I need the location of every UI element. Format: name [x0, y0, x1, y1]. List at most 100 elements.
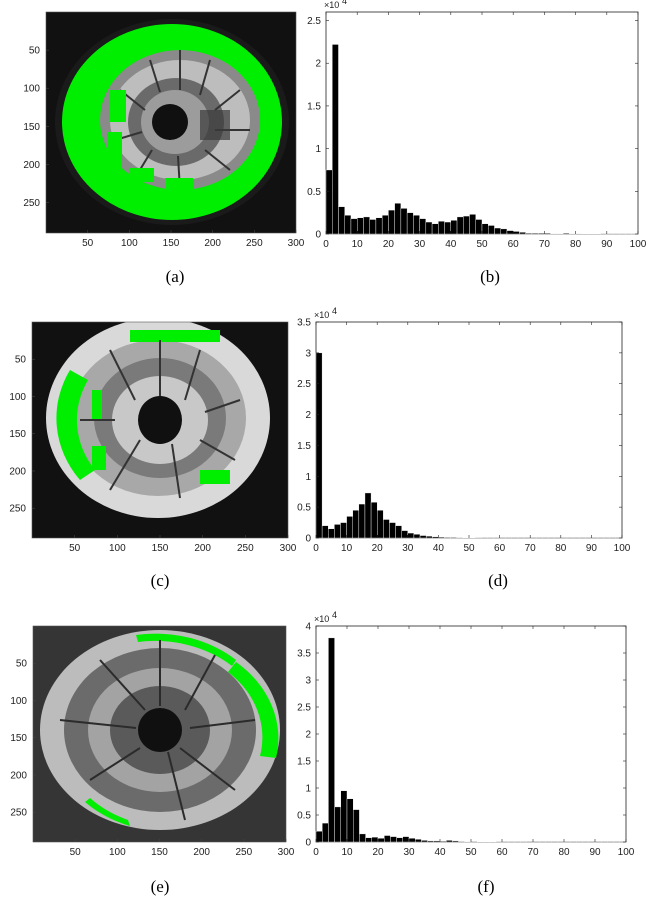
histogram-caption: (f) [478, 877, 495, 896]
histogram-bar [415, 839, 422, 843]
image-panel-a [45, 11, 297, 234]
histogram-bar [328, 637, 335, 843]
histogram-bar [395, 525, 402, 539]
image-x-tick-label: 200 [193, 847, 210, 858]
highlight-arc-right [228, 662, 279, 758]
hist-y-tick-label: 1.5 [297, 757, 311, 768]
hist-y-tick-label: 0 [315, 230, 321, 241]
histogram-bar [407, 532, 415, 539]
histogram-bar [346, 798, 354, 843]
histogram-bar [346, 516, 353, 539]
hist-y-tick-label: 3 [305, 676, 311, 687]
histogram-bar [444, 221, 451, 235]
image-y-tick-label: 100 [10, 696, 27, 707]
hist-x-tick-label: 10 [352, 239, 364, 250]
histogram-bar [444, 537, 451, 539]
histogram-bar [456, 216, 464, 235]
hist-x-tick-label: 50 [476, 239, 488, 250]
image-x-tick-label: 300 [288, 238, 305, 249]
hist-y-tick-label: 0 [305, 534, 311, 545]
hist-x-tick-label: 70 [539, 239, 551, 250]
image-x-tick-label: 100 [121, 238, 138, 249]
histogram-bar [371, 836, 379, 843]
histogram-bar [358, 503, 366, 539]
hist-y-tick-label: 2 [305, 410, 311, 421]
histogram-bar [439, 840, 447, 843]
hist-y-tick-label: 3.5 [297, 318, 311, 329]
histogram-bar [365, 837, 373, 843]
histogram-bar [344, 215, 352, 235]
histogram-bar [481, 223, 489, 235]
hist-y-tick-label: 2.5 [307, 16, 321, 27]
histogram-bar [338, 206, 345, 235]
histogram-bar [494, 227, 501, 235]
hist-x-tick-label: 20 [372, 543, 384, 554]
image-panel-c [31, 321, 289, 539]
hist-x-tick-label: 10 [341, 543, 353, 554]
histogram-bar [413, 215, 420, 235]
image-x-tick-label: 250 [237, 543, 254, 554]
histogram-bar [357, 217, 364, 235]
hist-x-tick-label: 0 [313, 847, 319, 858]
hist-y-tick-label: 2 [305, 730, 311, 741]
histogram-bar [315, 831, 323, 843]
histogram-bar [433, 840, 441, 843]
histogram-bar [506, 230, 514, 235]
histogram-bar [537, 232, 545, 235]
histogram-bar [525, 232, 533, 235]
hist-x-tick-label: 70 [525, 543, 537, 554]
hist-y-tick-label: 2 [315, 59, 321, 70]
histogram-bar [475, 219, 483, 235]
hist-x-tick-label: 100 [618, 847, 635, 858]
hist-x-tick-label: 40 [433, 543, 445, 554]
image-x-tick-label: 50 [70, 847, 82, 858]
hist-y-tick-label: 0.5 [307, 187, 321, 198]
image-x-tick-label: 100 [109, 543, 126, 554]
hist-x-tick-label: 90 [589, 847, 601, 858]
histogram-bar [427, 840, 435, 843]
hist-x-tick-label: 30 [414, 239, 426, 250]
image-x-tick-label: 300 [280, 543, 297, 554]
image-caption: (a) [166, 267, 185, 286]
histogram-bar [334, 524, 341, 539]
image-x-tick-label: 250 [246, 238, 263, 249]
histogram-b: 0 10 20 30 40 50 60 70 80 90 100 0 0.5 1 1.5 2 2.5×10 4 (b… [307, 0, 647, 286]
histogram-bar [406, 212, 414, 235]
image-panel-e [32, 625, 287, 843]
histogram-bar [384, 835, 391, 843]
histogram-bar [340, 522, 347, 539]
hist-x-tick-label: 100 [614, 543, 631, 554]
hist-multiplier: ×10 [314, 614, 329, 624]
image-y-tick-label: 150 [10, 733, 27, 744]
histogram-bar [390, 836, 397, 843]
image-x-tick-label: 300 [278, 847, 295, 858]
hist-x-tick-label: 0 [323, 239, 329, 250]
image-y-tick-label: 250 [9, 504, 26, 515]
hist-x-tick-label: 60 [496, 847, 508, 858]
histogram-bar [377, 510, 384, 539]
image-x-tick-label: 100 [109, 847, 126, 858]
histogram-bar [396, 837, 404, 843]
hist-x-tick-label: 60 [494, 543, 506, 554]
image-x-tick-label: 150 [151, 847, 168, 858]
histogram-bar [377, 838, 385, 843]
hist-y-tick-label: 1 [315, 144, 321, 155]
image-caption: (e) [151, 877, 170, 896]
hist-y-tick-label: 2.5 [297, 703, 311, 714]
hist-y-tick-label: 1 [305, 472, 311, 483]
hist-multiplier-exponent: 4 [332, 306, 337, 316]
hist-x-tick-label: 60 [508, 239, 520, 250]
hist-x-tick-label: 80 [570, 239, 582, 250]
histogram-bar [325, 169, 333, 235]
hist-x-tick-label: 50 [465, 847, 477, 858]
image-y-tick-label: 100 [23, 84, 40, 95]
hist-y-tick-label: 1 [305, 784, 311, 795]
hist-y-tick-label: 0.5 [297, 811, 311, 822]
histogram-bar [332, 44, 339, 235]
histogram-bar [488, 225, 495, 235]
histogram-bar [340, 790, 348, 843]
image-x-tick-label: 50 [69, 543, 81, 554]
histogram-bar [419, 535, 427, 539]
hist-x-tick-label: 80 [558, 847, 570, 858]
